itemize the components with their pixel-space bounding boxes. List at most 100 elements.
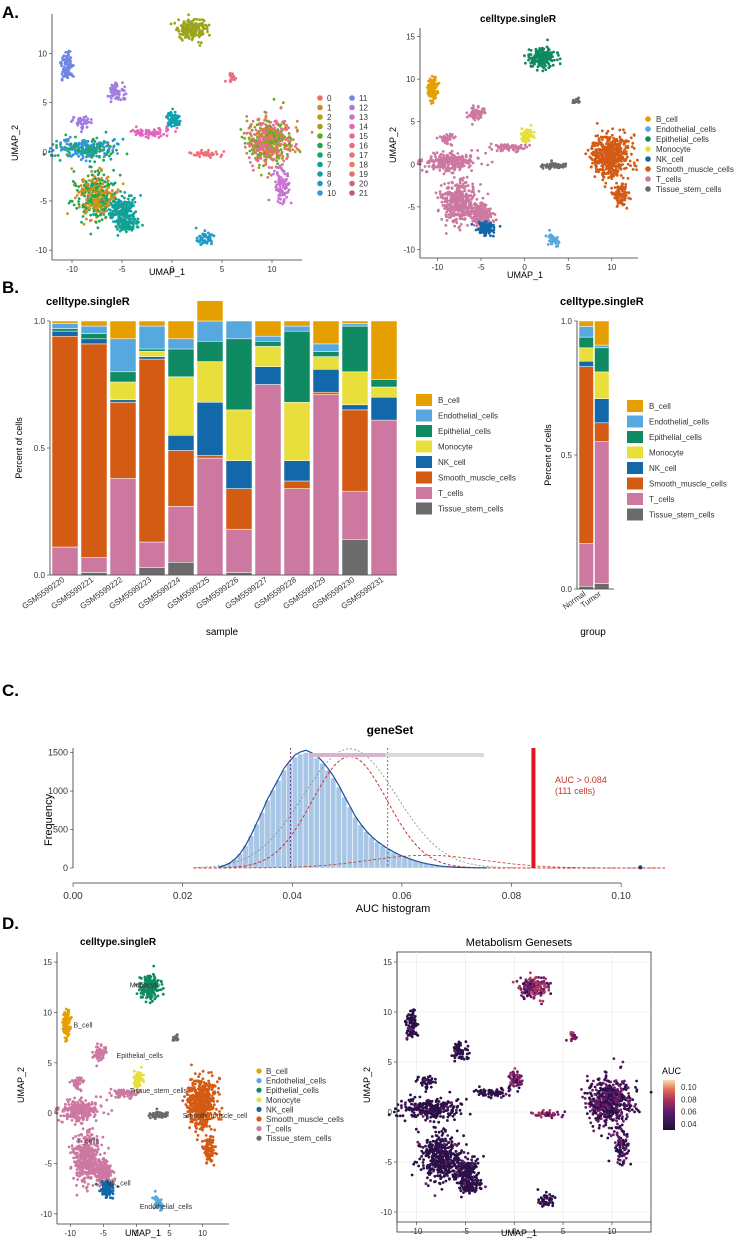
umap-point [121,182,125,186]
umap-point [84,203,88,206]
umap-point [448,138,452,141]
umap-point [61,56,64,60]
legend-label: Monocyte [438,443,473,452]
umap-point [435,136,439,140]
umap-point [192,18,196,22]
umap-point [271,151,275,155]
umap-point [623,186,627,190]
x-tick-label: 0.06 [392,891,412,902]
x-tick-label: 10 [607,263,616,272]
umap-point [144,129,148,133]
legend-label: 16 [359,142,368,151]
umap-point [279,181,283,185]
legend-label: 4 [327,132,332,141]
umap-point [294,126,298,129]
umap-point [274,132,278,136]
umap-point [113,88,116,92]
umap-point [193,34,197,37]
histogram-bar [297,754,304,869]
umap-point [575,99,579,103]
umap-point [98,210,102,214]
umap-point [77,149,80,153]
umap-point [530,56,534,60]
umap-point [282,159,286,163]
histogram-bar [308,754,315,869]
umap-point [435,151,439,155]
umap-point [102,210,105,214]
umap-point [92,147,96,151]
umap-point [434,158,438,162]
umap-point [558,57,562,61]
umap-point [178,35,181,39]
umap-point [554,245,558,248]
umap-point [243,141,247,145]
umap-point [602,151,606,155]
umap-point [507,146,511,150]
umap-point [89,184,93,188]
bar-segment [578,326,594,338]
histogram-plot [193,748,665,870]
umap-point [466,162,469,165]
umap-point [104,130,108,134]
bar-segment [51,328,79,332]
umap-point [261,122,265,125]
umap-point [460,194,464,198]
umap-point [449,206,452,210]
umap-point [486,208,490,212]
umap-point [478,230,482,233]
umap-point [619,174,623,177]
bar-segment [109,402,137,479]
bar-segment [138,351,166,357]
umap-point [286,148,289,151]
umap-point [60,62,63,65]
umap-point [267,119,270,123]
umap-point [276,162,280,166]
legend-swatch [349,142,355,149]
legend-swatch [645,166,651,172]
y-tick-label: 1500 [48,748,68,758]
umap-point [484,210,487,214]
histogram-bar [374,841,380,869]
umap-point [538,53,542,57]
umap-point [442,172,446,176]
x-axis-title: group [580,627,606,638]
umap-point [594,157,598,161]
umap-point [61,58,65,62]
umap-point [277,193,281,197]
umap-point [230,78,234,82]
legend-swatch [317,161,323,168]
umap-point [295,147,299,151]
umap-point [610,152,614,156]
legend-swatch [317,152,323,158]
umap-point [222,150,226,153]
umap-point [51,149,55,152]
umap-point [254,151,258,155]
umap-point [277,174,280,178]
umap-point [441,158,445,162]
umap-point [113,138,116,141]
umap-point [555,58,559,62]
legend-swatch [627,400,643,412]
umap-point [417,160,420,163]
bar-segment [594,583,610,590]
umap-point [90,121,93,125]
umap-point [106,179,110,183]
umap-point [557,240,560,244]
umap-point [600,129,604,133]
umap-point [89,213,93,217]
umap-point [114,201,118,204]
umap-point [282,169,286,173]
bar-segment [225,409,253,461]
umap-point [84,206,88,209]
umap-point [122,222,126,226]
umap-point [82,178,85,181]
umap-point [473,211,477,215]
umap-point [519,143,523,147]
umap-point [118,229,122,233]
umap-point [94,221,98,224]
umap-point [522,139,526,143]
legend-label: 7 [327,161,332,170]
umap-point [166,116,170,120]
